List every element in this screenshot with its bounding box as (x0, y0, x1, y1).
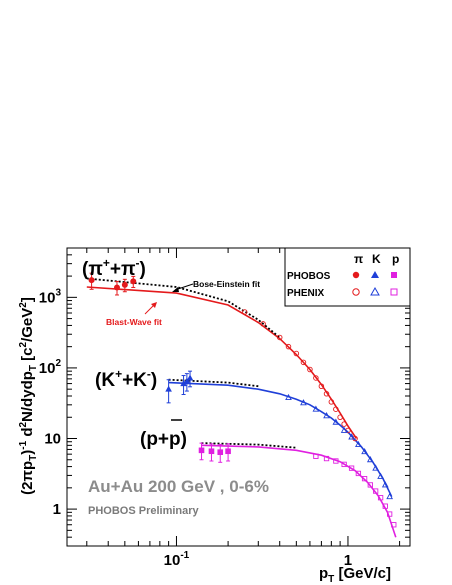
phenix-pi-point (260, 321, 266, 327)
legend-header-p: p (392, 252, 399, 266)
phenix-pi-point (341, 421, 347, 427)
phenix-k-point (377, 472, 384, 479)
pi-blast-wave-curve (86, 286, 358, 439)
phenix-k-point (361, 447, 368, 455)
phenix-p-point (367, 482, 373, 488)
phenix-p-point (313, 453, 319, 459)
kaon-label: (K++K-) (95, 367, 157, 391)
phobos-k-point (183, 377, 191, 384)
plot-frame (66, 247, 411, 547)
phenix-pi-point (323, 391, 330, 397)
y-tick-label: 1 (53, 501, 61, 518)
axes: 10-1 1 1 10 102 103 (39, 247, 410, 569)
phenix-k-point (366, 456, 374, 463)
svg-text:(p+p): (p+p) (140, 429, 187, 450)
y-tick-label: 102 (39, 358, 62, 377)
svg-text:pT [GeV/c]: pT [GeV/c] (319, 565, 391, 585)
phenix-k-point (300, 399, 307, 406)
phenix-k-point (332, 418, 340, 425)
phenix-pi-point (241, 309, 248, 315)
phenix-pi-point (300, 359, 307, 366)
blast-wave-arrowhead (151, 302, 157, 308)
legend-header-pi: π (354, 252, 363, 266)
bose-einstein-arrowhead (172, 287, 179, 292)
legend-header-k: K (372, 252, 381, 266)
proton-label: (p+p) (140, 419, 187, 450)
phenix-k-point (386, 492, 394, 500)
pion-label: (π++π-) (82, 256, 146, 280)
bose-einstein-annotation: Bose-Einstein fit (193, 279, 260, 289)
phenix-k-point (372, 464, 379, 471)
x-axis-title: pT [GeV/c] (319, 565, 391, 585)
legend: π K p PHOBOS PHENIX (284, 247, 411, 307)
phenix-p-point (377, 495, 384, 501)
phobos-k-point (186, 374, 194, 381)
phenix-p-point (341, 461, 347, 468)
x-axis-title-sub: T (328, 574, 334, 585)
phenix-p-point (348, 465, 355, 471)
phenix-k-point (348, 433, 355, 440)
K-blast-wave-curve (168, 381, 393, 498)
phenix-pi-point (285, 343, 292, 350)
svg-text:(2πpT)-1 d2N/dydpT [c2/GeV2]: (2πpT)-1 d2N/dydpT [c2/GeV2] (18, 297, 39, 495)
phenix-k-point (285, 393, 292, 401)
phenix-k-point (340, 426, 348, 433)
phenix-p-point (372, 488, 379, 494)
phobos-p-point (217, 449, 224, 455)
phenix-p-point (361, 475, 368, 482)
phobos-pi-point (88, 277, 95, 284)
data-markers (88, 272, 397, 528)
phenix-p-point (323, 455, 330, 462)
phenix-p-point (391, 522, 397, 528)
legend-phenix-pi-marker (352, 288, 360, 296)
y-axis-title: (2πpT)-1 d2N/dydpT [c2/GeV2] (18, 297, 39, 495)
phobos-k-point (180, 380, 187, 387)
phobos-p-point (225, 448, 231, 455)
phobos-p-point (198, 447, 205, 454)
preliminary-annotation: PHOBOS Preliminary (88, 505, 200, 517)
phenix-p-point (333, 458, 339, 464)
phobos-pi-point (121, 281, 128, 288)
phenix-pi-point (318, 383, 325, 389)
phenix-p-point (386, 511, 393, 517)
phenix-pi-point (293, 350, 300, 357)
phenix-p-point (355, 470, 362, 477)
phenix-pi-point (307, 366, 313, 373)
legend-phobos-k-marker (371, 271, 379, 278)
phenix-k-point (323, 412, 330, 419)
phenix-k-point (355, 440, 362, 448)
phenix-pi-point (328, 399, 335, 405)
phobos-pi-point (130, 278, 137, 285)
legend-phobos-pi-marker (352, 271, 360, 279)
phobos-k-point (165, 385, 172, 392)
legend-phobos-p-marker (391, 272, 397, 278)
blast-wave-annotation: Blast-Wave fit (106, 317, 162, 327)
phenix-pi-point (313, 375, 319, 381)
p-bose-einstein-curve (201, 442, 297, 449)
x-tick-label: 1 (344, 552, 352, 569)
legend-row-phenix: PHENIX (287, 288, 325, 299)
legend-row-phobos: PHOBOS (287, 271, 331, 282)
x-axis-title-p: p (319, 565, 328, 582)
y-tick-label: 103 (39, 287, 62, 306)
y-tick-label: 10 (44, 431, 61, 448)
x-tick-label: 10-1 (164, 550, 190, 569)
blast-wave-arrow (144, 304, 155, 315)
phobos-pi-point (113, 284, 120, 291)
legend-phenix-k-marker (370, 286, 380, 296)
phenix-pi-point (276, 334, 283, 341)
phenix-pi-point (352, 435, 358, 442)
pi-bose-einstein-curve (86, 277, 281, 339)
phenix-pi-point (337, 414, 343, 421)
x-axis-title-unit: [GeV/c] (334, 565, 391, 582)
phenix-k-point (381, 481, 389, 488)
phenix-k-point (312, 405, 320, 412)
phenix-pi-point (333, 406, 339, 412)
phobos-p-point (208, 448, 215, 455)
system-annotation: Au+Au 200 GeV , 0-6% (88, 477, 269, 496)
legend-box (284, 247, 411, 307)
legend-phenix-p-marker (390, 288, 398, 296)
phenix-p-point (382, 503, 388, 509)
